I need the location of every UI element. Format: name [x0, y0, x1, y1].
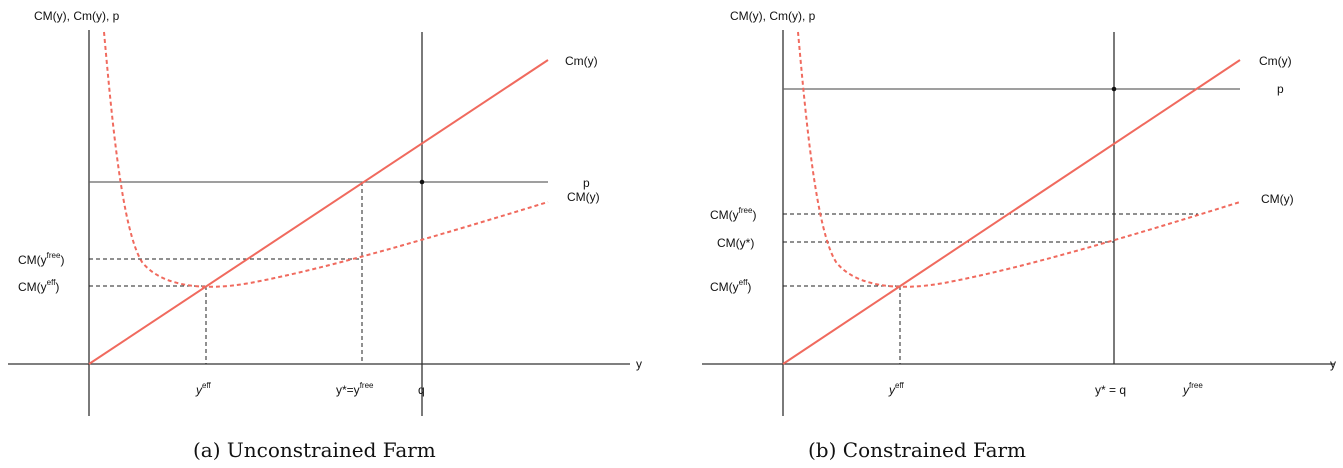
panel-a: CM(y), Cm(y), p y Cm(y) p CM(y) CM(yfree… — [8, 9, 642, 416]
b-CM-series-label: CM(y) — [1261, 192, 1294, 206]
a-price-q-point — [419, 179, 425, 185]
a-CM-series-label: CM(y) — [567, 190, 600, 204]
a-cm-series-label: Cm(y) — [565, 54, 598, 68]
a-cmfree-label: CM(yfree) — [18, 251, 64, 267]
b-yeff-label: yeff — [888, 381, 905, 397]
panel-b: CM(y), Cm(y), p y Cm(y) p CM(y) CM(yfree… — [702, 9, 1336, 416]
b-y-axis-label: CM(y), Cm(y), p — [730, 9, 816, 23]
a-cm-marginal-line — [88, 59, 549, 365]
a-cmeff-label: CM(yeff) — [18, 278, 59, 294]
b-price-label: p — [1277, 82, 1284, 96]
a-x-axis-label: y — [636, 357, 642, 371]
a-price-label: p — [583, 176, 590, 190]
b-price-q-point — [1111, 86, 1117, 92]
b-cm-series-label: Cm(y) — [1259, 54, 1292, 68]
b-cmstar-label: CM(y*) — [717, 236, 754, 250]
b-cmeff-label: CM(yeff) — [710, 278, 751, 294]
a-cm-average-curve — [103, 31, 549, 288]
b-x-axis-label: y — [1330, 357, 1336, 371]
b-cm-marginal-line — [782, 59, 1241, 365]
a-yeff-label: yeff — [195, 381, 212, 397]
b-cm-average-curve — [797, 31, 1241, 288]
b-cmfree-label: CM(yfree) — [710, 206, 756, 222]
b-ystar-q-label: y* = q — [1095, 383, 1126, 397]
a-q-label: q — [418, 383, 425, 397]
b-yfree-label: yfree — [1182, 381, 1203, 397]
caption-a: (a) Unconstrained Farm — [193, 438, 436, 462]
a-ystar-yfree-label: y*=yfree — [336, 381, 374, 397]
a-y-axis-label: CM(y), Cm(y), p — [34, 9, 120, 23]
caption-b: (b) Constrained Farm — [808, 438, 1026, 462]
